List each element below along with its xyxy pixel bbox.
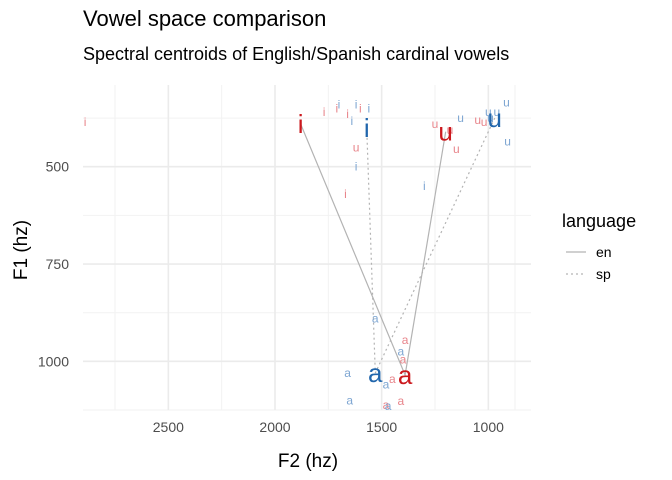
token-point-sp-u: u: [487, 111, 494, 125]
legend-label-sp: sp: [596, 266, 611, 282]
chart-title: Vowel space comparison: [83, 6, 327, 31]
token-point-en-u: u: [474, 113, 481, 127]
token-point-sp-u: u: [494, 105, 501, 119]
token-point-sp-a: a: [385, 399, 392, 413]
token-point-sp-i: i: [350, 114, 353, 128]
token-point-en-u: u: [453, 142, 460, 156]
centroid-point-sp-a: a: [368, 358, 383, 388]
x-tick-label: 2500: [153, 419, 184, 435]
connector-line-sp: [366, 117, 496, 374]
connector-line-en: [300, 123, 447, 378]
x-tick-label: 1000: [473, 419, 504, 435]
token-point-en-i: i: [336, 101, 339, 115]
x-tick-label: 1500: [366, 419, 397, 435]
token-point-en-i: i: [344, 187, 347, 201]
y-tick-label: 750: [46, 256, 70, 272]
token-point-sp-u: u: [485, 105, 492, 119]
token-point-sp-a: a: [344, 366, 351, 380]
token-point-en-a: a: [402, 333, 409, 347]
token-point-sp-i: i: [355, 97, 358, 111]
token-point-sp-a: a: [372, 312, 379, 326]
centroid-point-sp-u: u: [487, 103, 501, 133]
centroid-point-sp-i: i: [364, 113, 370, 143]
connector-lines: [300, 117, 496, 378]
token-point-en-i: i: [359, 101, 362, 115]
centroid-point-en-a: a: [398, 360, 413, 390]
token-point-en-u: u: [447, 123, 454, 137]
token-point-en-i: i: [346, 107, 349, 121]
token-point-en-a: a: [400, 352, 407, 366]
y-tick-label: 1000: [38, 353, 69, 369]
y-axis-title: F1 (hz): [11, 220, 32, 280]
token-point-en-u: u: [432, 117, 439, 131]
token-point-sp-i: i: [423, 179, 426, 193]
token-point-sp-u: u: [504, 134, 511, 148]
token-point-sp-i: i: [368, 101, 371, 115]
token-point-en-u: u: [481, 115, 488, 129]
grid-layer: [83, 85, 531, 411]
legend: language en sp: [562, 211, 636, 282]
token-point-en-u: u: [353, 140, 360, 154]
token-point-en-a: a: [389, 372, 396, 386]
centroid-points: i uai ua: [298, 103, 502, 390]
chart-subtitle: Spectral centroids of English/Spanish ca…: [83, 44, 510, 64]
token-point-sp-a: a: [383, 378, 390, 392]
token-point-en-i: i: [84, 115, 87, 129]
token-point-sp-u: u: [503, 96, 510, 110]
centroid-point-en-i: i: [298, 109, 304, 139]
token-point-en-i: i: [323, 105, 326, 119]
token-point-sp-a: a: [398, 345, 405, 359]
x-axis-title: F2 (hz): [278, 451, 338, 472]
centroid-point-en-u: u: [438, 117, 452, 147]
axes: 2500 2000 1500 1000 500 750 1000: [38, 159, 504, 435]
token-point-en-a: a: [398, 394, 405, 408]
legend-title: language: [562, 211, 636, 231]
token-point-sp-a: a: [346, 393, 353, 407]
token-point-sp-u: u: [457, 111, 464, 125]
x-tick-label: 2000: [259, 419, 290, 435]
token-point-en-a: a: [383, 398, 390, 412]
token-point-sp-i: i: [355, 160, 358, 174]
token-point-sp-i: i: [338, 97, 341, 111]
y-tick-label: 500: [46, 159, 70, 175]
legend-label-en: en: [596, 244, 612, 260]
